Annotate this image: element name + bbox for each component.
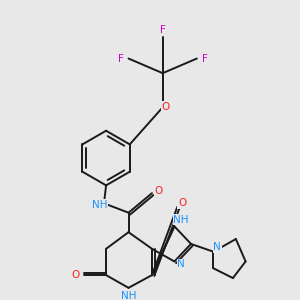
Text: O: O [178,198,186,208]
Text: F: F [118,53,124,64]
Text: N: N [213,242,221,252]
Text: NH: NH [92,200,107,210]
Text: O: O [72,270,80,280]
Text: NH: NH [173,214,189,224]
Text: F: F [202,53,208,64]
Text: O: O [161,102,170,112]
Text: NH: NH [121,291,136,300]
Text: O: O [155,186,163,196]
Text: N: N [177,260,185,269]
Text: F: F [160,25,166,35]
